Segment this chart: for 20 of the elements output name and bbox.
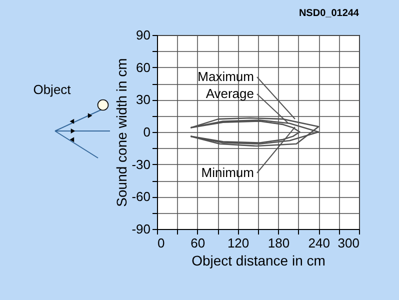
y-tick-label: 60 [136, 60, 150, 75]
x-tick-label: 0 [158, 236, 165, 250]
text: Object [33, 82, 72, 97]
x-tick-label: 120 [227, 236, 250, 250]
y-tick-label: -60 [132, 189, 150, 204]
x-tick-label: 300 [338, 236, 360, 250]
y-tick-label: -30 [132, 156, 150, 172]
series-label: Average [206, 86, 254, 101]
x-axis-title: Object distance in cm [192, 252, 326, 268]
y-tick-label: 30 [136, 92, 150, 108]
text: Maximum [198, 69, 254, 84]
series-label: Minimum [201, 165, 254, 180]
y-axis-title: Sound cone width in cm [114, 58, 130, 207]
y-tick-label: 0 [143, 124, 150, 140]
x-tick-label: 60 [190, 236, 206, 250]
text: NSD0_01244 [298, 8, 360, 19]
x-tick-label: 180 [268, 236, 290, 250]
y-tick-label: 90 [136, 28, 150, 42]
x-tick-label: 240 [308, 236, 330, 250]
y-tick-label: -90 [132, 222, 150, 236]
